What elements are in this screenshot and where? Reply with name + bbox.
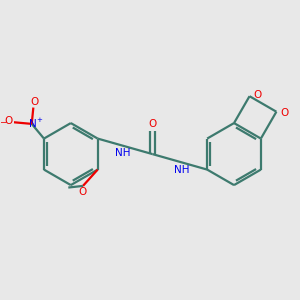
Text: O: O	[254, 90, 262, 100]
Text: O: O	[280, 108, 289, 118]
Text: O: O	[4, 116, 12, 126]
Text: N: N	[29, 119, 37, 129]
Text: +: +	[36, 117, 42, 123]
Text: O: O	[79, 187, 87, 196]
Text: NH: NH	[174, 165, 190, 175]
Text: NH: NH	[116, 148, 131, 158]
Text: −: −	[0, 117, 6, 126]
Text: O: O	[148, 119, 157, 129]
Text: O: O	[30, 97, 38, 107]
